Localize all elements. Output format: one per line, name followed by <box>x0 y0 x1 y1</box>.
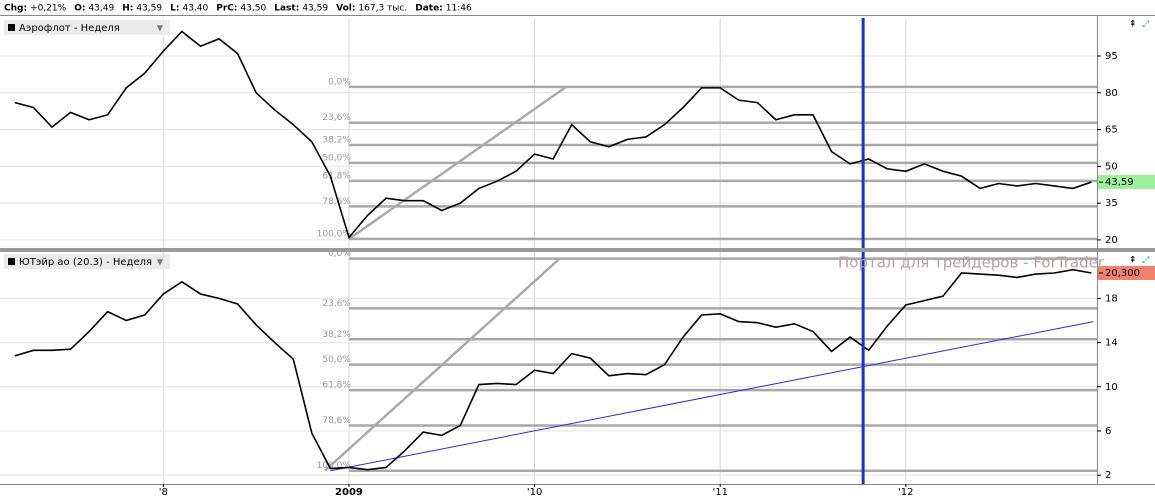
y-tick-label: 6 <box>1105 426 1111 437</box>
x-tick-label: '10 <box>527 487 542 498</box>
fib-label: 50,0% <box>322 355 351 365</box>
fib-label: 23,6% <box>322 113 351 123</box>
y-tick-label: 10 <box>1105 382 1118 393</box>
trend-line <box>323 257 561 472</box>
x-tick-label: '11 <box>712 487 727 498</box>
y-tick-label: 20 <box>1105 235 1118 246</box>
expand-button[interactable]: ⤢ <box>1141 20 1149 30</box>
fib-label: 38,2% <box>322 136 351 146</box>
panel-buttons[interactable]: ⇞ ⤢ ⇞ ⤢ <box>1129 20 1149 266</box>
header-value: 43,49 <box>88 4 114 14</box>
panel-divider <box>0 248 1155 252</box>
trend-line <box>330 321 1094 472</box>
y-tick-label: 50 <box>1105 161 1118 172</box>
header-value: 43,59 <box>136 4 162 14</box>
y-tick-label: 18 <box>1105 293 1118 304</box>
legend[interactable]: Аэрофлот - Неделя ▼ <box>4 20 170 35</box>
fib-label: 100,0% <box>317 461 352 471</box>
y-tick-label: 95 <box>1105 51 1118 62</box>
maximize-button[interactable]: ⇞ <box>1129 20 1137 30</box>
legend-swatch <box>8 258 15 265</box>
header-key: Chg: <box>4 4 27 14</box>
x-tick-label: '8 <box>159 487 168 498</box>
last-price-label: 20,300 <box>1105 268 1140 279</box>
header-key: Vol: <box>336 4 355 14</box>
header-value: 43,50 <box>240 4 266 14</box>
fib-label: 78,6% <box>322 197 351 207</box>
y-tick-label: 65 <box>1105 125 1118 136</box>
y-tick-label: 2 <box>1105 470 1111 481</box>
fib-label: 0,0% <box>328 77 351 87</box>
expand-button[interactable]: ⤢ <box>1141 256 1149 266</box>
header-key: H: <box>122 4 133 14</box>
price-line <box>14 268 1092 471</box>
last-price-label: 43,59 <box>1105 177 1134 188</box>
header-value: 11:46 <box>446 4 472 14</box>
panel: 20 35 50 65 80 95 0,0% 23,6% 38,2% 50,0% 61,8% 78,6… <box>0 18 1155 248</box>
fib-label: 38,2% <box>322 330 351 340</box>
legend-label: Аэрофлот - Неделя <box>19 23 120 34</box>
fib-label: 100,0% <box>317 229 352 239</box>
legend[interactable]: ЮТэйр ао (20.3) - Неделя ▼ <box>4 254 170 269</box>
header-value: 167,3 тыс. <box>358 4 407 14</box>
watermark: Портал для трейдеров - ForTrader <box>838 254 1105 272</box>
legend-box <box>4 20 170 35</box>
maximize-button[interactable]: ⇞ <box>1129 256 1137 266</box>
legend-dropdown: ▼ <box>157 24 164 33</box>
legend-box <box>4 254 170 269</box>
panel: 2 6 10 14 18 '8 2009 '10 '11 '12 0,0% 23,6% 38,2% 50,… <box>0 249 1155 498</box>
fib-label: 61,8% <box>322 171 351 181</box>
header-key: L: <box>170 4 179 14</box>
last-price-box <box>1098 175 1155 190</box>
y-tick-label: 14 <box>1105 338 1118 349</box>
x-tick-label: '12 <box>898 487 913 498</box>
trend-line <box>348 85 567 240</box>
legend-label: ЮТэйр ао (20.3) - Неделя <box>19 257 152 268</box>
header-value: 43,40 <box>182 4 208 14</box>
fib-label: 23,6% <box>322 299 351 309</box>
y-tick-label: 80 <box>1105 88 1118 99</box>
last-price-box <box>1098 265 1155 280</box>
header-key: Date: <box>415 4 443 14</box>
legend-swatch <box>8 24 15 31</box>
header-key: Last: <box>274 4 299 14</box>
header-key: O: <box>74 4 85 14</box>
fib-label: 61,8% <box>322 381 351 391</box>
fib-label: 78,6% <box>322 416 351 426</box>
header-value: +0,21% <box>30 4 67 14</box>
x-tick-label: 2009 <box>335 487 363 498</box>
header-key: PrC: <box>216 4 237 14</box>
price-line <box>14 30 1092 240</box>
fib-label: 0,0% <box>328 249 351 259</box>
header-value: 43,59 <box>302 4 328 14</box>
legend-dropdown: ▼ <box>157 258 164 267</box>
y-tick-label: 35 <box>1105 198 1118 209</box>
fib-label: 50,0% <box>322 153 351 163</box>
